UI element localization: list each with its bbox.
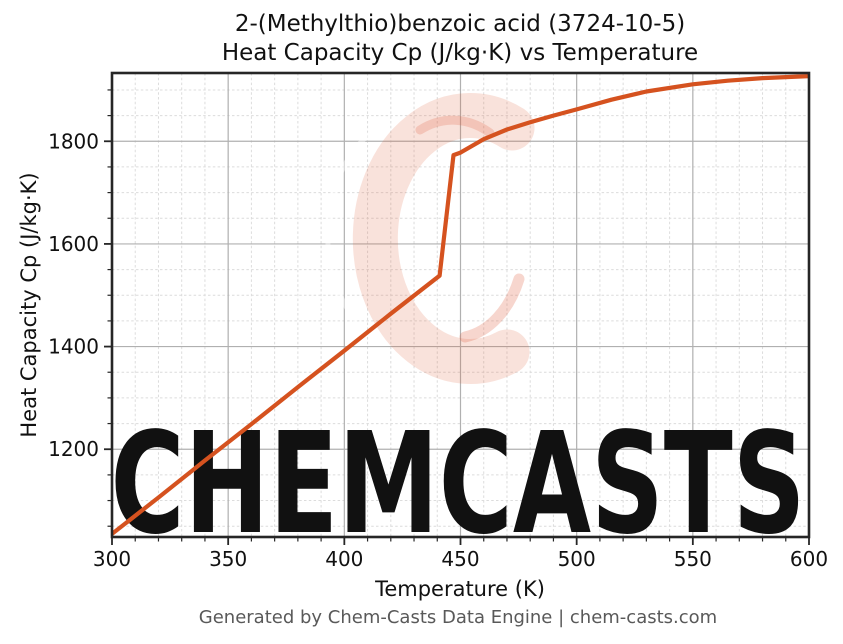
watermark-logo-highlight-right — [459, 273, 525, 343]
x-tick-label: 500 — [558, 547, 596, 571]
watermark-logo-c-icon — [352, 93, 535, 384]
axis-tick-labels: 300 350 400 450 500 550 600 1200 1400 1600 1800 — [48, 129, 828, 571]
chart-title-line2: Heat Capacity Cp (J/kg·K) vs Temperature — [222, 40, 698, 66]
x-tick-label: 400 — [325, 547, 363, 571]
watermark-text: CHEMCASTS — [111, 403, 806, 566]
x-axis-label: Temperature (K) — [374, 577, 545, 601]
y-axis-label: Heat Capacity Cp (J/kg·K) — [17, 172, 41, 437]
x-tick-label: 600 — [790, 547, 828, 571]
x-tick-label: 550 — [674, 547, 712, 571]
x-tick-label: 350 — [209, 547, 247, 571]
chart-title-line1: 2-(Methylthio)benzoic acid (3724-10-5) — [235, 11, 685, 37]
y-tick-label: 1800 — [48, 129, 99, 153]
y-tick-label: 1400 — [48, 335, 99, 359]
watermark: CHEMCASTS — [111, 93, 806, 566]
watermark-logo-texture-streak — [325, 129, 375, 323]
watermark-logo-highlight-top — [415, 115, 495, 138]
series-group — [112, 73, 809, 537]
x-tick-label: 450 — [441, 547, 479, 571]
y-tick-label: 1200 — [48, 437, 99, 461]
y-tick-label: 1600 — [48, 232, 99, 256]
axis-ticks — [104, 89, 810, 545]
footer-credit: Generated by Chem-Casts Data Engine | ch… — [199, 607, 717, 628]
cp-series-line — [112, 73, 809, 537]
x-tick-label: 300 — [93, 547, 131, 571]
